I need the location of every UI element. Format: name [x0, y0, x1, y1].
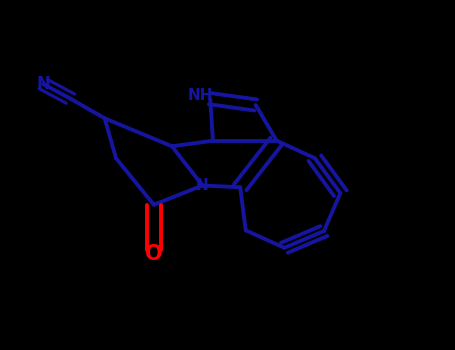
- Text: N: N: [36, 75, 50, 93]
- Text: O: O: [145, 244, 162, 264]
- Text: NH: NH: [187, 89, 213, 103]
- Text: N: N: [196, 178, 209, 193]
